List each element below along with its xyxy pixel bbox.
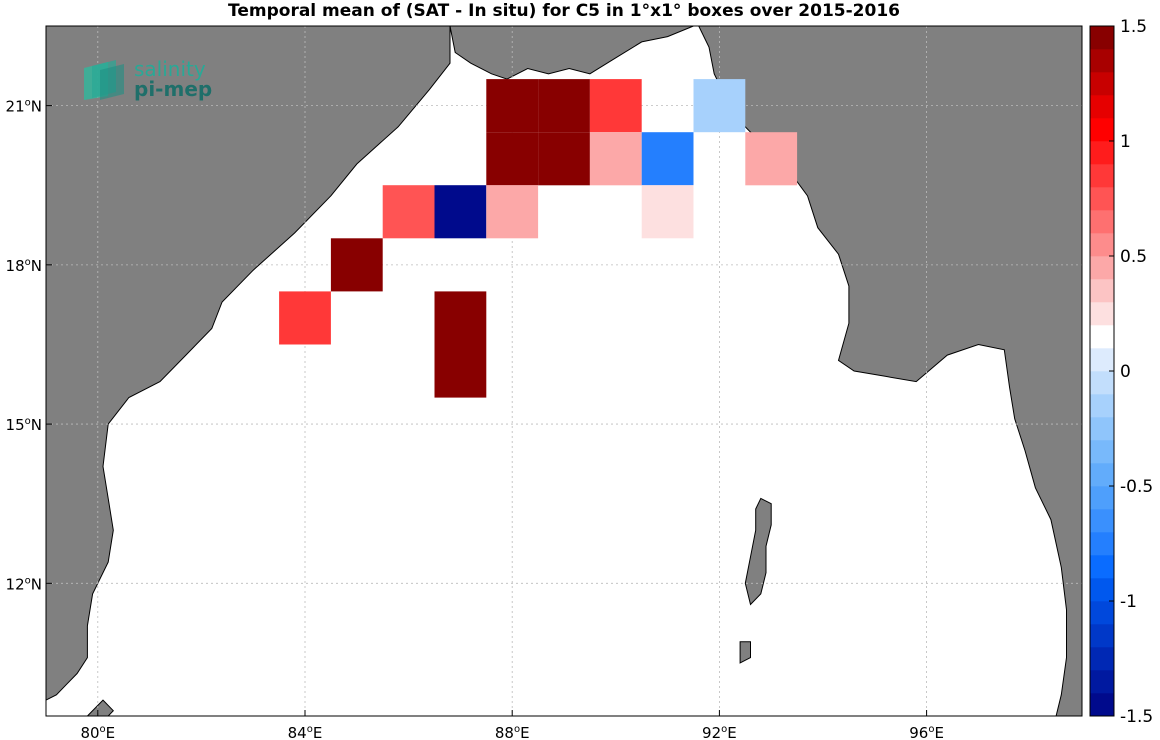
- colorbar-segment: [1090, 417, 1114, 441]
- colorbar-segment: [1090, 578, 1114, 602]
- colorbar-tick-label: 0.5: [1120, 247, 1147, 267]
- data-box: [434, 185, 487, 239]
- colorbar-segment: [1090, 256, 1114, 280]
- colorbar-segment: [1090, 440, 1114, 464]
- colorbar-tick-label: -1.5: [1120, 707, 1153, 727]
- lat-tick-label: 21oN: [6, 98, 42, 116]
- colorbar-segment: [1090, 95, 1114, 119]
- lon-tick-label: 80oE: [80, 724, 115, 740]
- colorbar-tick-label: -1: [1120, 592, 1137, 612]
- colorbar-segment: [1090, 647, 1114, 671]
- land-india: [46, 25, 694, 80]
- logo-line-2: pi-mep: [134, 77, 213, 101]
- data-box: [382, 185, 435, 239]
- logo-line-1: salinity: [134, 57, 206, 81]
- colorbar-segment: [1090, 532, 1114, 556]
- colorbar-segment: [1090, 279, 1114, 303]
- latitude-ticks: 12oN 15oN 18oN 21oN: [6, 98, 52, 593]
- land-andaman-n: [744, 497, 772, 606]
- colorbar-segment: [1090, 72, 1114, 96]
- colorbar-tick-label: 1.5: [1120, 17, 1147, 37]
- data-box: [538, 132, 590, 186]
- colorbar-segment: [1090, 394, 1114, 418]
- logo: salinity pi-mep: [82, 58, 222, 104]
- data-box: [641, 185, 694, 239]
- land-india-west: [45, 25, 451, 701]
- colorbar-segment: [1090, 233, 1114, 257]
- land-layer: [45, 25, 1083, 717]
- colorbar-tick-label: -0.5: [1120, 477, 1153, 497]
- colorbar-segment: [1090, 141, 1114, 165]
- colorbar-tick-label: 0: [1120, 362, 1131, 382]
- colorbar-segment: [1090, 624, 1114, 648]
- data-box: [693, 79, 746, 133]
- data-box: [538, 79, 590, 133]
- data-box: [641, 132, 694, 186]
- colorbar-segment: [1090, 509, 1114, 533]
- map-frame: [45, 25, 1083, 717]
- data-box: [745, 132, 798, 186]
- data-box: [434, 344, 487, 398]
- colorbar-segment: [1090, 670, 1114, 694]
- land-little-andaman: [739, 641, 751, 664]
- data-box: [486, 79, 539, 133]
- colorbar-segment: [1090, 486, 1114, 510]
- colorbar-segment: [1090, 463, 1114, 487]
- colorbar-segment: [1090, 601, 1114, 625]
- colorbar-segment: [1090, 49, 1114, 73]
- colorbar-segment: [1090, 348, 1114, 372]
- colorbar: -1.5 -1 -0.5 0 0.5 1 1.5: [1089, 17, 1153, 727]
- lon-tick-label: 92oE: [702, 724, 737, 740]
- data-box: [330, 238, 383, 292]
- colorbar-segment: [1090, 302, 1114, 326]
- data-box: [486, 132, 539, 186]
- colorbar-segment: [1090, 210, 1114, 234]
- colorbar-segment: [1090, 325, 1114, 349]
- lat-tick-label: 12oN: [6, 575, 42, 593]
- logo-mark-icon: [84, 60, 124, 100]
- colorbar-segment: [1090, 693, 1114, 717]
- longitude-ticks: 80oE 84oE 88oE 92oE 96oE: [80, 710, 944, 740]
- colorbar-segment: [1090, 187, 1114, 211]
- colorbar-segment: [1090, 118, 1114, 142]
- data-box: [589, 79, 642, 133]
- colorbar-segment: [1090, 555, 1114, 579]
- colorbar-segment: [1090, 164, 1114, 188]
- colorbar-segment: [1090, 371, 1114, 395]
- lon-tick-label: 88oE: [495, 724, 530, 740]
- colorbar-tick-label: 1: [1120, 132, 1131, 152]
- lat-tick-label: 18oN: [6, 257, 42, 275]
- lat-tick-label: 15oN: [6, 416, 42, 434]
- data-box: [589, 132, 642, 186]
- lon-tick-label: 84oE: [288, 724, 323, 740]
- data-boxes: [279, 79, 798, 398]
- map-title: Temporal mean of (SAT - In situ) for C5 …: [228, 1, 900, 21]
- data-box: [434, 291, 487, 345]
- data-box: [486, 185, 539, 239]
- lon-tick-label: 96oE: [909, 724, 944, 740]
- graticule: [46, 26, 1082, 716]
- data-box: [279, 291, 331, 345]
- colorbar-segment: [1090, 26, 1114, 50]
